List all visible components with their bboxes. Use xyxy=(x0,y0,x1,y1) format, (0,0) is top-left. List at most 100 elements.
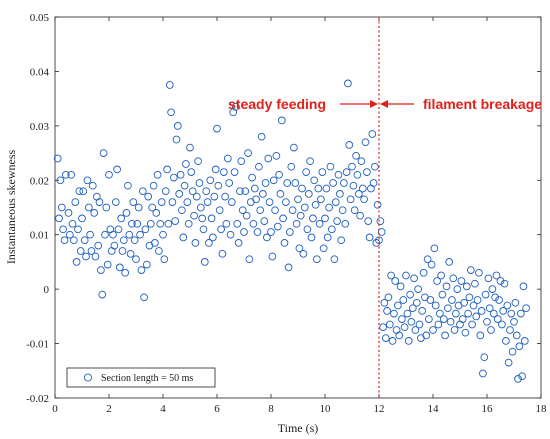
data-point xyxy=(453,285,462,293)
data-point xyxy=(423,255,432,264)
data-point xyxy=(344,79,352,88)
data-point xyxy=(433,277,441,285)
x-tick-label: 18 xyxy=(536,403,548,415)
data-point xyxy=(427,260,436,269)
data-point xyxy=(310,176,319,185)
legend-marker xyxy=(83,373,93,382)
data-point xyxy=(314,184,323,193)
x-tick-label: 16 xyxy=(482,403,494,415)
data-point xyxy=(195,179,204,187)
data-point xyxy=(61,170,70,179)
data-point xyxy=(209,233,217,242)
data-point xyxy=(155,247,163,255)
data-point xyxy=(146,219,155,228)
data-point xyxy=(445,258,454,266)
data-point xyxy=(360,195,368,204)
data-point xyxy=(252,195,260,204)
data-point xyxy=(488,285,497,293)
data-point xyxy=(506,326,514,334)
data-point xyxy=(326,162,335,171)
arrow-right-head xyxy=(370,100,378,108)
data-point xyxy=(161,187,170,196)
data-point xyxy=(202,187,211,196)
data-point xyxy=(372,239,381,247)
data-point xyxy=(180,181,189,190)
data-point xyxy=(450,326,459,334)
plot-frame xyxy=(54,16,542,399)
data-point xyxy=(476,331,485,340)
data-point xyxy=(255,162,263,171)
data-point xyxy=(188,187,197,196)
data-point xyxy=(300,203,309,212)
data-point xyxy=(322,184,331,193)
data-point xyxy=(165,81,174,89)
data-point xyxy=(415,320,424,329)
data-point xyxy=(196,203,205,212)
y-tick-label: 0.05 xyxy=(30,12,50,24)
data-point xyxy=(250,184,259,193)
data-point xyxy=(403,309,412,318)
data-point xyxy=(495,296,503,304)
data-point xyxy=(144,192,153,201)
data-point xyxy=(157,198,166,206)
data-point xyxy=(395,331,404,340)
x-tick-label: 6 xyxy=(214,403,220,415)
data-point xyxy=(419,268,428,277)
data-point xyxy=(380,298,389,307)
data-point xyxy=(441,331,449,340)
data-point xyxy=(356,211,364,220)
data-point xyxy=(489,309,498,318)
data-point xyxy=(226,230,235,239)
data-point xyxy=(136,230,144,239)
data-point xyxy=(264,154,273,163)
data-point xyxy=(500,279,509,288)
data-point xyxy=(244,149,252,157)
data-point xyxy=(485,304,494,313)
data-point xyxy=(82,252,90,261)
data-point xyxy=(233,219,242,228)
data-point xyxy=(206,176,215,185)
data-point xyxy=(510,317,518,326)
data-point xyxy=(78,214,86,223)
data-point xyxy=(504,358,513,367)
data-point xyxy=(414,285,422,293)
data-point xyxy=(479,369,487,378)
data-point xyxy=(163,165,171,174)
data-point xyxy=(291,179,300,187)
data-point xyxy=(259,190,267,198)
data-point xyxy=(88,181,97,190)
data-point xyxy=(337,236,346,245)
data-point xyxy=(87,247,96,255)
data-point xyxy=(319,244,328,253)
data-point xyxy=(299,249,308,258)
data-point xyxy=(508,347,517,356)
data-point xyxy=(346,195,355,204)
data-point xyxy=(72,258,81,266)
data-point xyxy=(160,255,169,264)
data-point xyxy=(327,225,336,234)
data-point xyxy=(91,252,100,261)
data-point xyxy=(430,244,439,253)
plot-area xyxy=(54,16,542,399)
data-point xyxy=(288,206,297,215)
data-point xyxy=(138,187,147,196)
data-point xyxy=(227,198,236,206)
data-point xyxy=(279,214,287,223)
data-point xyxy=(245,255,254,264)
data-point xyxy=(357,157,366,166)
data-point xyxy=(217,225,225,234)
data-point xyxy=(353,170,362,179)
data-point xyxy=(286,228,294,236)
data-point xyxy=(200,258,209,266)
data-point xyxy=(325,203,333,212)
data-point xyxy=(137,266,146,274)
data-point xyxy=(219,168,228,176)
data-point xyxy=(141,225,150,234)
data-point xyxy=(410,274,418,283)
data-point xyxy=(115,263,124,272)
data-point xyxy=(354,190,363,198)
data-point xyxy=(130,236,139,245)
data-point xyxy=(399,296,408,304)
data-point xyxy=(169,173,178,182)
data-point xyxy=(57,203,66,212)
